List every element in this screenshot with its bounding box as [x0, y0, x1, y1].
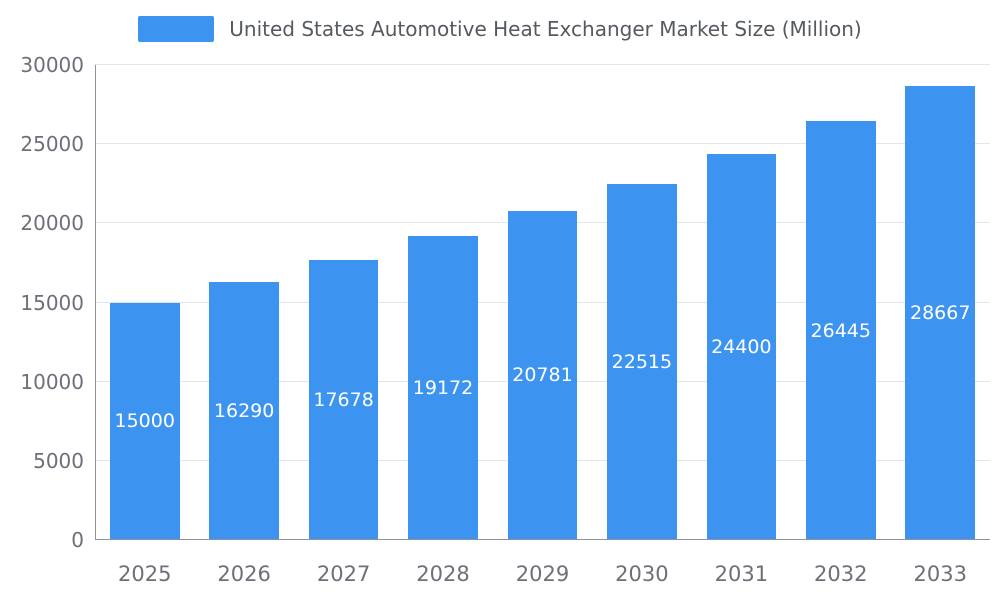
bar: 15000	[109, 302, 180, 540]
bar-band: 28667	[891, 65, 990, 540]
bar-band: 24400	[692, 65, 791, 540]
bar-value-label: 15000	[114, 410, 175, 433]
x-axis-labels: 2025 2026 2027 2028 2029 2030 2031 2032 2033	[95, 562, 990, 586]
x-tick-label: 2032	[814, 562, 868, 586]
x-tick-label: 2028	[416, 562, 470, 586]
bar-value-label: 20781	[512, 364, 573, 387]
bar-value-label: 28667	[909, 302, 971, 325]
plot-area: 15000 16290 17678 19172 20781 22515 24400 26445…	[95, 64, 990, 540]
x-tick-label: 2027	[316, 562, 371, 586]
legend-swatch	[138, 16, 215, 42]
bar: 28667	[905, 86, 976, 540]
bar: 24400	[706, 153, 777, 540]
bar-band: 19172	[393, 65, 492, 540]
x-tick-label: 2025	[117, 562, 172, 586]
bar-band: 16290	[194, 65, 293, 540]
bar-value-label: 26445	[810, 319, 871, 342]
x-tick-label: 2031	[714, 562, 769, 586]
chart-title: United States Automotive Heat Exchanger …	[229, 17, 862, 41]
x-tick-label: 2029	[515, 562, 570, 586]
bar-band: 17678	[294, 65, 393, 540]
bar: 22515	[607, 183, 677, 540]
y-axis-line	[95, 65, 96, 540]
gridline	[95, 143, 990, 145]
bars: 15000 16290 17678 19172 20781 22515 24400 26445…	[95, 65, 990, 540]
y-tick-label: 20000	[20, 211, 84, 236]
x-tick-label: 2030	[615, 562, 669, 586]
x-tick-label: 2033	[913, 562, 967, 586]
bar-band: 20781	[493, 65, 592, 540]
y-tick-label: 10000	[20, 369, 84, 394]
bar-value-label: 17678	[313, 389, 374, 412]
bar: 26445	[805, 121, 876, 540]
y-tick-label: 0	[71, 528, 84, 552]
bar: 19172	[408, 236, 478, 540]
bar: 17678	[308, 260, 379, 540]
bar-value-label: 19172	[412, 377, 474, 400]
x-axis-line	[95, 539, 990, 540]
bar-value-label: 16290	[213, 400, 275, 423]
bar-value-label: 24400	[711, 335, 772, 358]
y-tick-label: 25000	[20, 132, 84, 157]
bar-band: 22515	[592, 65, 691, 540]
bar-band: 26445	[791, 65, 890, 540]
y-axis-labels: 0 5000 10000 15000 20000 25000 30000	[0, 55, 84, 550]
y-tick-label: 5000	[33, 448, 84, 473]
bar: 20781	[507, 210, 578, 540]
x-tick-label: 2026	[217, 562, 271, 586]
bar: 16290	[209, 282, 279, 540]
bar-value-label: 22515	[611, 350, 673, 373]
y-tick-label: 30000	[20, 53, 84, 77]
bar-band: 15000	[95, 65, 194, 540]
gridline	[95, 64, 990, 65]
y-tick-label: 15000	[20, 290, 84, 315]
legend: United States Automotive Heat Exchanger …	[0, 16, 1000, 42]
